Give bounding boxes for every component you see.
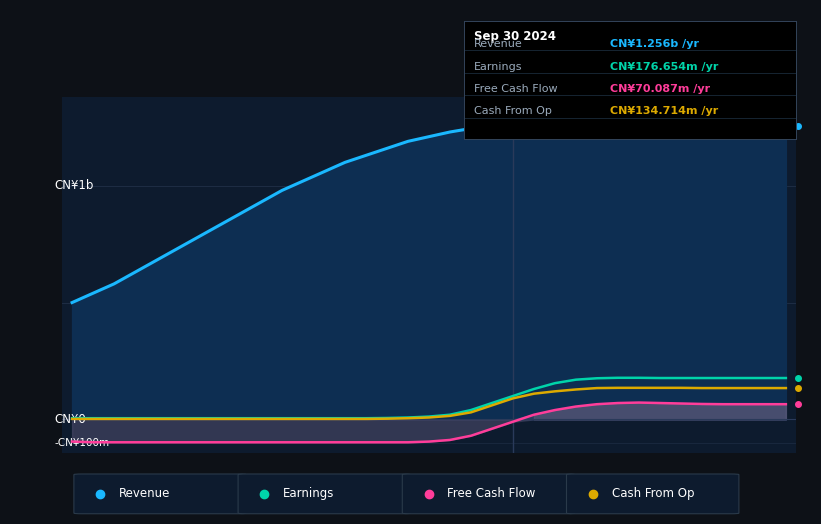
Text: Revenue: Revenue [119, 487, 171, 500]
Text: 2023: 2023 [413, 482, 445, 495]
FancyBboxPatch shape [566, 474, 739, 514]
Text: CN¥176.654m /yr: CN¥176.654m /yr [610, 62, 718, 72]
Text: CN¥1b: CN¥1b [54, 179, 94, 192]
Text: Earnings: Earnings [474, 62, 522, 72]
Text: 2022: 2022 [119, 482, 151, 495]
Text: Free Cash Flow: Free Cash Flow [474, 84, 557, 94]
Text: Cash From Op: Cash From Op [612, 487, 694, 500]
Text: Free Cash Flow: Free Cash Flow [447, 487, 536, 500]
FancyBboxPatch shape [238, 474, 410, 514]
Text: Cash From Op: Cash From Op [474, 106, 552, 116]
Text: Earnings: Earnings [283, 487, 335, 500]
Text: CN¥1.256b /yr: CN¥1.256b /yr [610, 39, 699, 49]
Text: CN¥0: CN¥0 [54, 413, 86, 426]
FancyBboxPatch shape [74, 474, 246, 514]
Text: 2024: 2024 [644, 482, 676, 495]
Text: Revenue: Revenue [474, 39, 523, 49]
Text: Sep 30 2024: Sep 30 2024 [474, 30, 556, 43]
Text: Past: Past [519, 104, 543, 114]
Text: CN¥134.714m /yr: CN¥134.714m /yr [610, 106, 718, 116]
FancyBboxPatch shape [402, 474, 575, 514]
Text: -CN¥100m: -CN¥100m [54, 438, 109, 447]
Text: CN¥70.087m /yr: CN¥70.087m /yr [610, 84, 710, 94]
